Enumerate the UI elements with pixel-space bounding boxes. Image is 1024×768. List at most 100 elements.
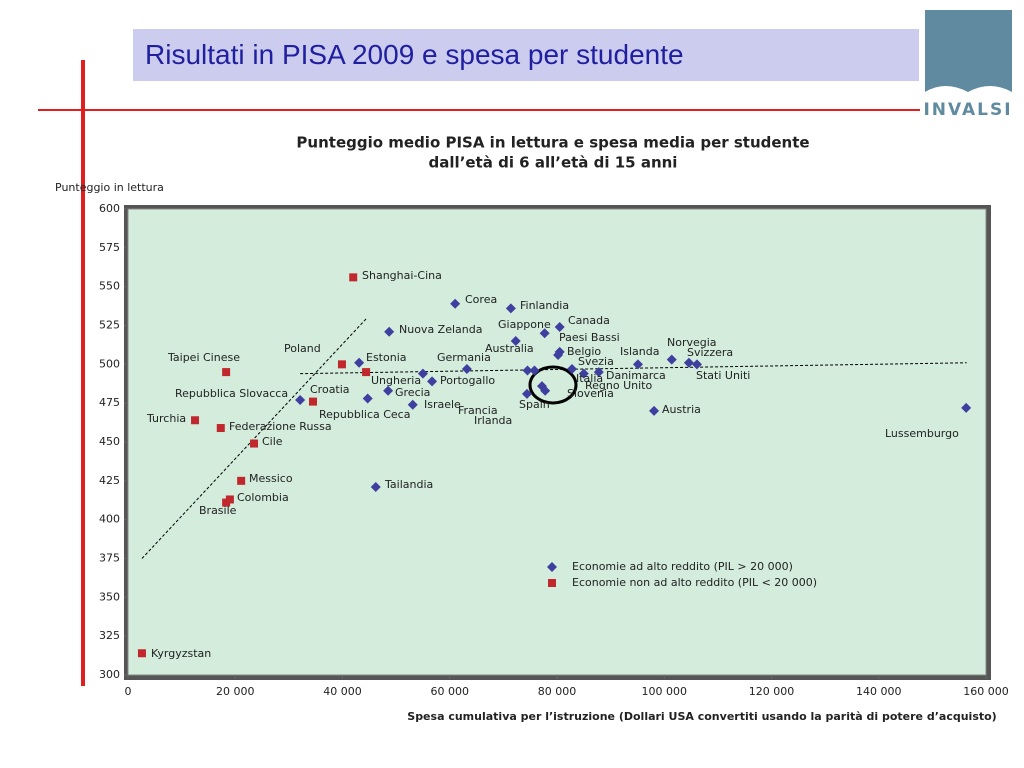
y-axis-label: Punteggio in lettura — [55, 181, 164, 194]
y-tick-label: 525 — [99, 319, 120, 332]
legend-marker — [548, 579, 556, 587]
point — [337, 360, 346, 369]
point — [222, 368, 231, 377]
point — [450, 298, 461, 309]
point-label: Federazione Russa — [229, 420, 332, 433]
legend-marker — [547, 562, 557, 572]
point — [505, 303, 516, 314]
logo-shape — [925, 10, 1012, 92]
point — [384, 326, 395, 337]
point-label: Italia — [576, 372, 603, 385]
legend-label: Economie ad alto reddito (PIL > 20 000) — [572, 560, 793, 573]
point — [362, 368, 371, 377]
point-label: Belgio — [567, 345, 601, 358]
point-label: Finlandia — [520, 299, 569, 312]
y-tick-label: 300 — [99, 668, 120, 681]
point-label: Repubblica Slovacca — [175, 387, 288, 400]
slide-title: Risultati in PISA 2009 e spesa per stude… — [133, 29, 919, 81]
y-tick-label: 550 — [99, 280, 120, 293]
point — [578, 368, 589, 379]
chart-subtitle: dall’età di 6 all’età di 15 anni — [429, 154, 678, 172]
point-label: Kyrgyzstan — [151, 647, 211, 660]
point — [407, 399, 418, 410]
x-tick-label: 120 000 — [749, 685, 795, 698]
y-tick-label: 375 — [99, 552, 120, 565]
y-tick-label: 325 — [99, 629, 120, 642]
y-tick-label: 600 — [99, 202, 120, 215]
highlight-circle — [528, 365, 578, 405]
point-label: Portogallo — [440, 374, 495, 387]
point — [362, 393, 373, 404]
point-label: Islanda — [620, 345, 659, 358]
point — [349, 273, 358, 282]
point-label: Germania — [437, 351, 491, 364]
point — [216, 424, 225, 433]
point — [237, 476, 246, 485]
y-tick-label: 500 — [99, 357, 120, 370]
point-label: Canada — [568, 314, 610, 327]
point — [461, 363, 472, 374]
point-label: Tailandia — [384, 478, 433, 491]
point — [370, 482, 381, 493]
point-label: Repubblica Ceca — [319, 408, 410, 421]
x-tick-label: 40 000 — [323, 685, 362, 698]
plot-area — [127, 208, 987, 676]
point-label: Corea — [465, 293, 497, 306]
point — [383, 385, 394, 396]
point — [510, 336, 521, 347]
point-label: Grecia — [395, 386, 430, 399]
point — [567, 363, 578, 374]
point — [191, 416, 200, 425]
point — [554, 322, 565, 333]
point — [683, 357, 694, 368]
point-label: Regno Unito — [585, 379, 652, 392]
point-label: Norvegia — [667, 336, 717, 349]
legend-label: Economie non ad alto reddito (PIL < 20 0… — [572, 576, 817, 589]
point-label: Taipei Cinese — [167, 351, 240, 364]
x-tick-label: 80 000 — [538, 685, 577, 698]
point-label: Irlanda — [474, 414, 512, 427]
point-label: Brasile — [199, 504, 237, 517]
point-label: Austria — [662, 403, 701, 416]
point-label: Estonia — [366, 351, 407, 364]
x-axis-label: Spesa cumulativa per l’istruzione (Dolla… — [407, 710, 996, 723]
point-label: Poland — [284, 342, 321, 355]
point-label: Slovenia — [567, 387, 614, 400]
point — [427, 376, 438, 387]
point-label: Spain — [519, 398, 550, 411]
x-tick-label: 160 000 — [963, 685, 1009, 698]
point-label: Stati Uniti — [696, 369, 750, 382]
point — [222, 498, 231, 507]
x-tick-label: 20 000 — [216, 685, 255, 698]
point-label: Messico — [249, 472, 293, 485]
point — [632, 359, 643, 370]
point — [539, 328, 550, 339]
point — [521, 388, 532, 399]
point — [295, 395, 306, 406]
x-tick-label: 100 000 — [642, 685, 688, 698]
chart-title: Punteggio medio PISA in lettura e spesa … — [296, 134, 809, 152]
point — [691, 359, 702, 370]
point-label: Francia — [458, 404, 498, 417]
point — [137, 649, 146, 658]
point-label: Shanghai-Cina — [362, 269, 442, 282]
point — [250, 439, 259, 448]
point-label: Turchia — [146, 412, 186, 425]
point — [309, 397, 318, 406]
point-label: Ungheria — [371, 374, 421, 387]
point — [540, 385, 551, 396]
point — [593, 367, 604, 378]
point — [417, 368, 428, 379]
point-label: Cile — [262, 435, 283, 448]
x-tick-label: 60 000 — [431, 685, 470, 698]
y-tick-label: 450 — [99, 435, 120, 448]
point-label: Danimarca — [606, 369, 666, 382]
x-tick-label: 0 — [125, 685, 132, 698]
y-tick-label: 425 — [99, 474, 120, 487]
point — [522, 365, 533, 376]
point — [553, 350, 564, 361]
point — [649, 405, 660, 416]
point-label: Svezia — [578, 355, 614, 368]
